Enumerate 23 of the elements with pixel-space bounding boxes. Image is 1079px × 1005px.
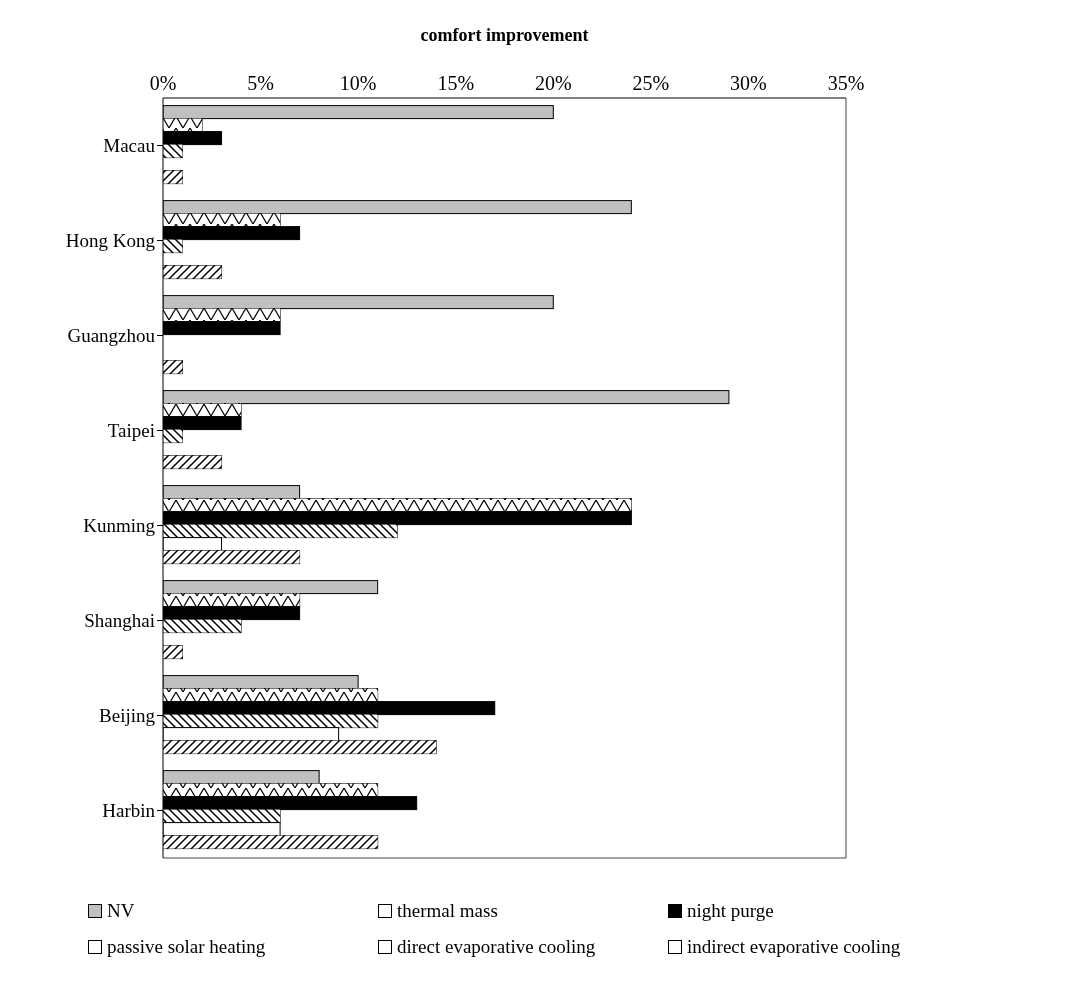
y-tick-label: Beijing [99, 705, 156, 727]
x-tick-label: 35% [827, 72, 865, 94]
y-tick-label: Macau [103, 135, 156, 157]
x-tick-label: 5% [247, 72, 274, 94]
y-tick-label: Guangzhou [67, 325, 156, 347]
x-tick-label: 25% [632, 72, 670, 94]
x-tick-label: 15% [437, 72, 475, 94]
legend-label: thermal mass [396, 900, 499, 922]
legend-label: indirect evaporative cooling [686, 936, 902, 958]
legend-label: NV [106, 900, 136, 922]
y-tick-label: Taipei [107, 420, 155, 442]
y-tick-label: Shanghai [84, 610, 155, 632]
y-tick-label: Hong Kong [65, 230, 156, 252]
x-tick-label: 0% [149, 72, 177, 94]
x-tick-label: 20% [534, 72, 572, 94]
x-tick-label: 30% [730, 72, 767, 94]
x-tick-label: 10% [339, 72, 377, 94]
legend-label: night purge [686, 900, 775, 922]
y-tick-label: Harbin [102, 800, 156, 822]
legend-label: direct evaporative cooling [396, 936, 597, 958]
legend-label: passive solar heating [106, 936, 267, 958]
y-tick-label: Kunming [83, 515, 156, 537]
x-axis-title: comfort improvement [420, 24, 589, 45]
